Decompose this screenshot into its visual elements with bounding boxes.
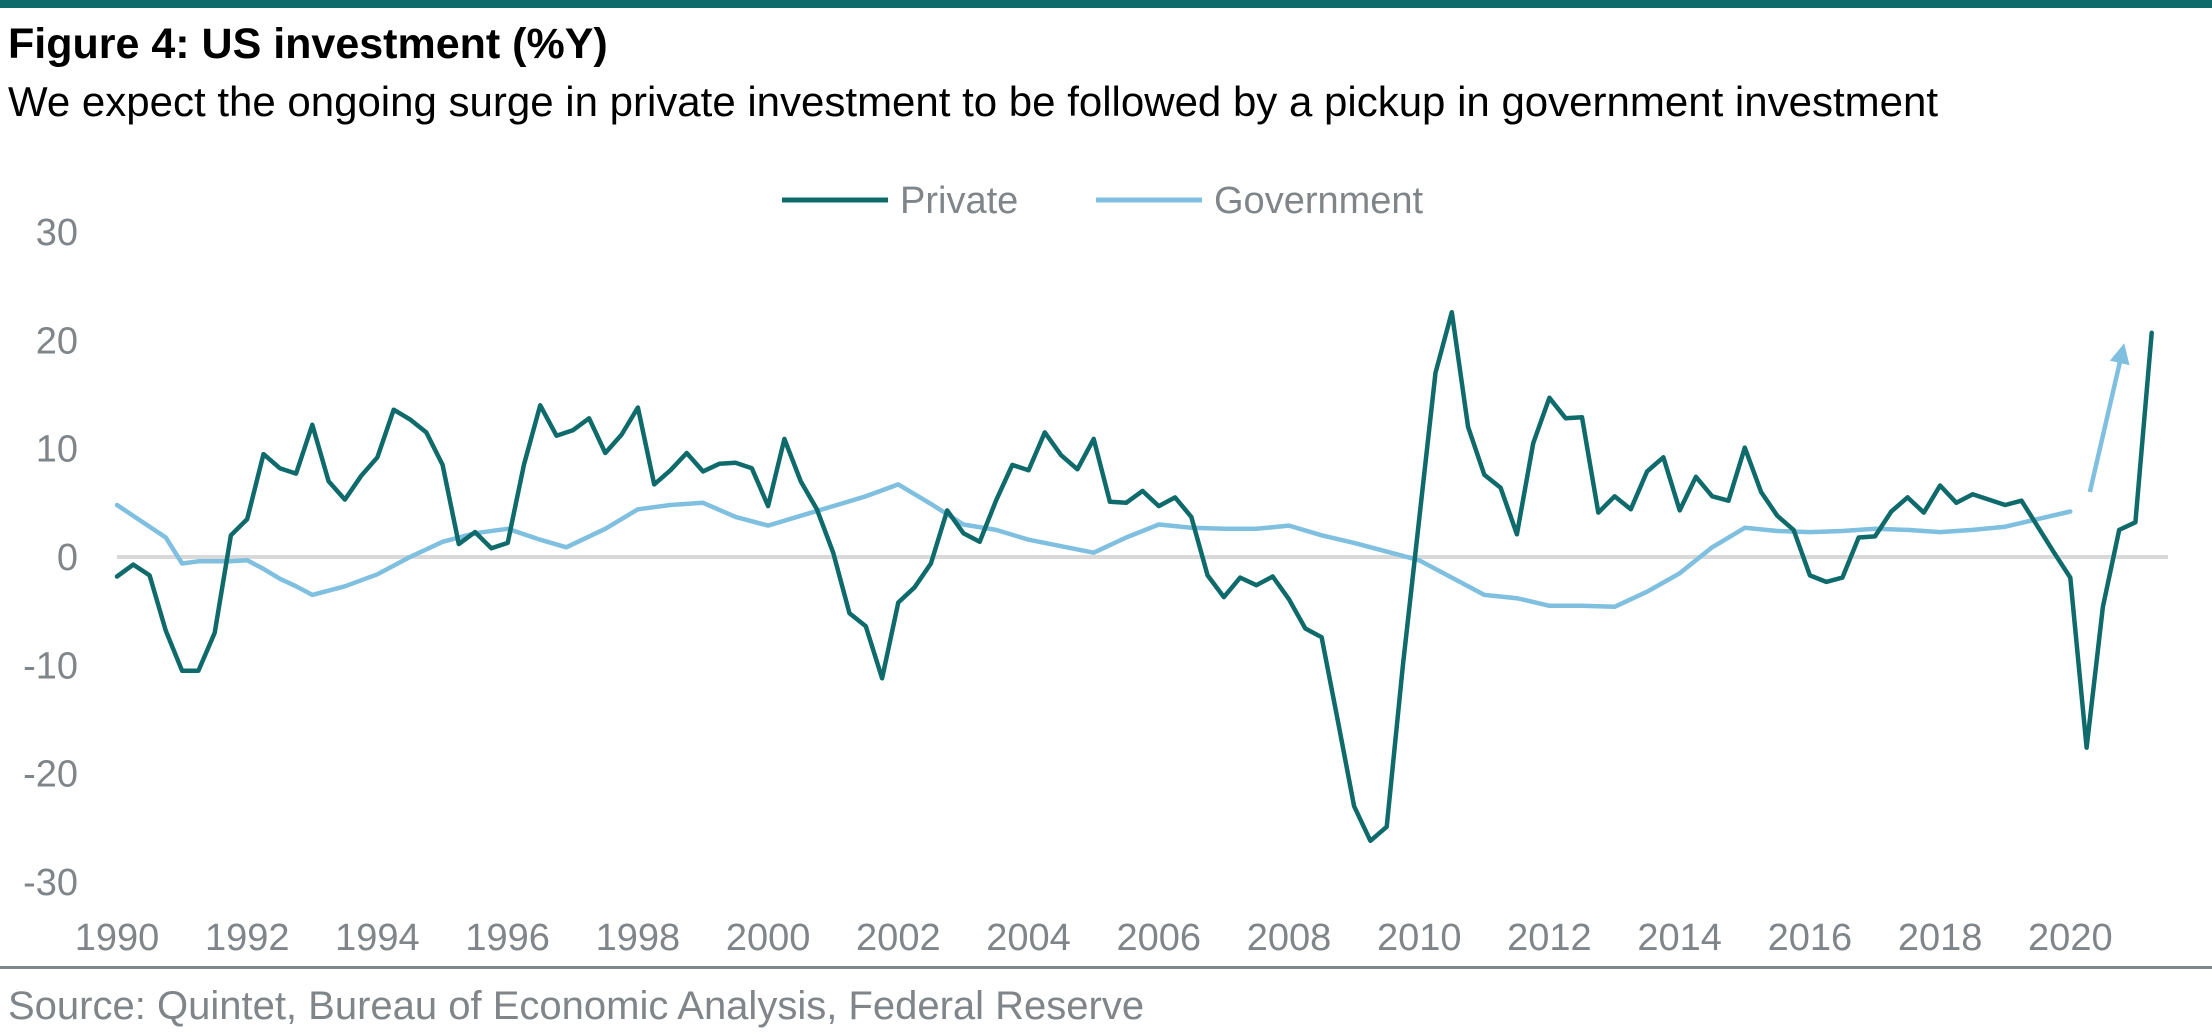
chart-annotations <box>2087 343 2130 493</box>
x-tick-label: 2000 <box>726 917 811 959</box>
x-tick-label: 1998 <box>596 917 681 959</box>
x-tick-label: 2008 <box>1247 917 1332 959</box>
legend-label-government: Government <box>1214 180 1424 222</box>
x-tick-label: 2010 <box>1377 917 1462 959</box>
x-tick-label: 2014 <box>1637 917 1722 959</box>
figure-subtitle: We expect the ongoing surge in private i… <box>8 78 1938 125</box>
y-tick-label: 0 <box>57 537 78 579</box>
x-tick-label: 2018 <box>1898 917 1983 959</box>
x-axis-tick-labels: 1990 1992 1994 1996 1998 2000 2002 2004 2006 2008… <box>75 917 2113 959</box>
top-rule <box>0 0 2212 8</box>
x-tick-label: 1990 <box>75 917 160 959</box>
bottom-rule <box>0 966 2212 969</box>
legend-label-private: Private <box>900 180 1018 222</box>
y-tick-label: -30 <box>23 862 78 904</box>
y-tick-label: 30 <box>36 212 78 254</box>
x-tick-label: 1992 <box>205 917 290 959</box>
chart-legend: Private Government <box>782 180 1424 222</box>
y-tick-label: -20 <box>23 754 78 796</box>
x-tick-label: 2016 <box>1768 917 1853 959</box>
chart-series <box>114 309 2154 844</box>
x-tick-label: 1996 <box>465 917 550 959</box>
y-tick-label: 10 <box>36 429 78 471</box>
y-tick-label: 20 <box>36 320 78 362</box>
x-tick-label: 2020 <box>2028 917 2113 959</box>
x-tick-label: 2002 <box>856 917 941 959</box>
figure-title: Figure 4: US investment (%Y) <box>8 20 608 68</box>
source-note: Source: Quintet, Bureau of Economic Anal… <box>8 984 1145 1028</box>
x-tick-label: 1994 <box>335 917 420 959</box>
series-line-government <box>114 482 2073 610</box>
x-tick-label: 2012 <box>1507 917 1592 959</box>
x-tick-label: 2004 <box>986 917 1071 959</box>
series-line-private <box>114 309 2154 844</box>
y-tick-label: -10 <box>23 645 78 687</box>
x-tick-label: 2006 <box>1117 917 1202 959</box>
forecast-arrow <box>2087 343 2130 493</box>
y-axis-tick-labels: 30 20 10 0 -10 -20 -30 <box>23 212 78 904</box>
